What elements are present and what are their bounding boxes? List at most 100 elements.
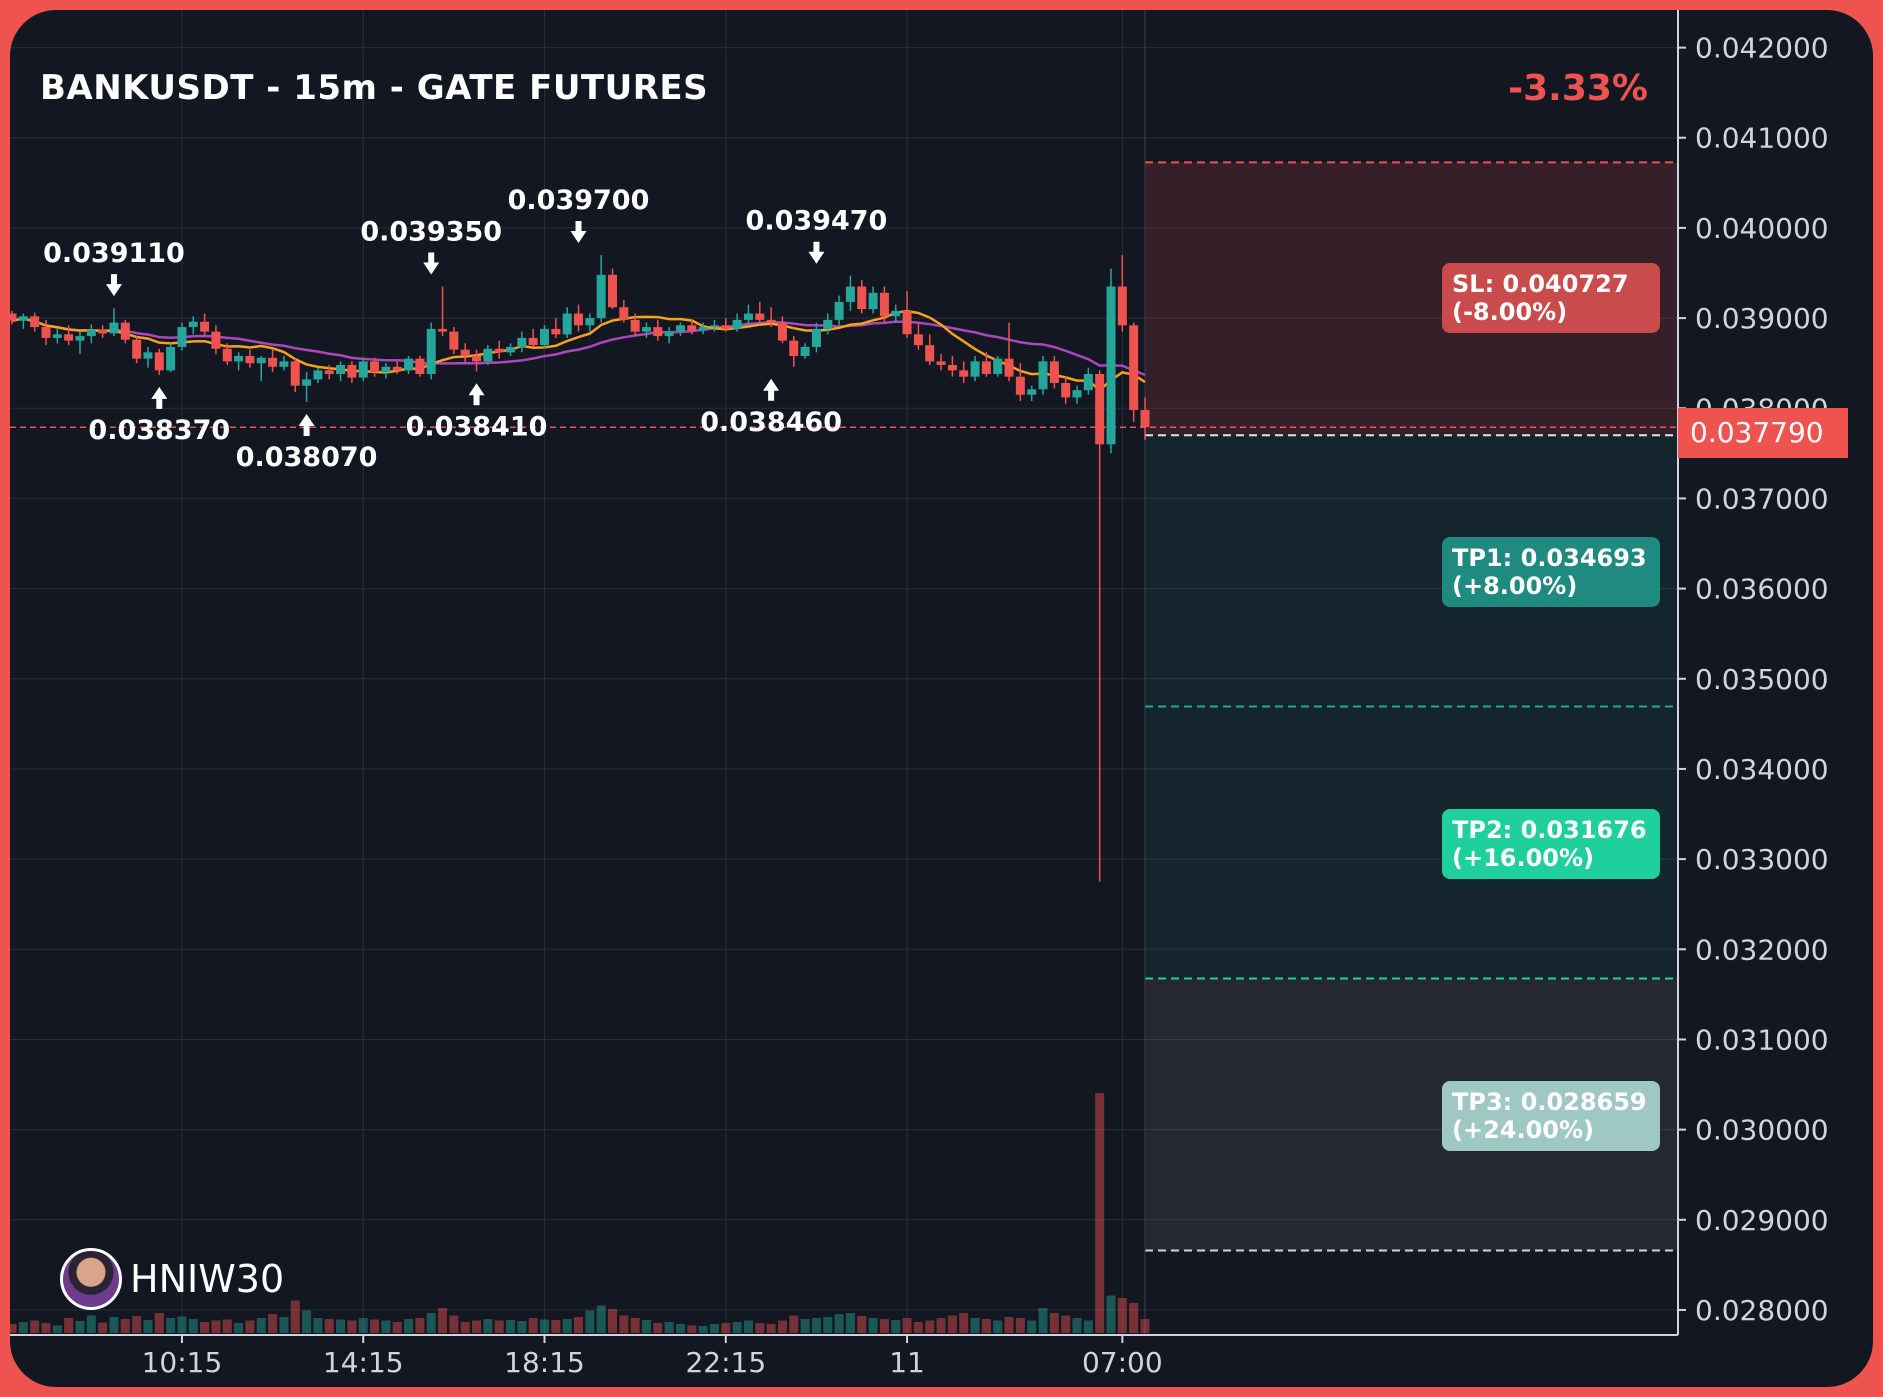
candle-body bbox=[1072, 390, 1082, 398]
volume-bar bbox=[755, 1323, 765, 1333]
candle-body bbox=[211, 331, 221, 349]
volume-bar bbox=[1140, 1319, 1150, 1333]
candle-body bbox=[517, 337, 527, 347]
candle-body bbox=[664, 331, 674, 337]
tp1-label: TP1: 0.034693 (+8.00%) bbox=[1442, 537, 1660, 607]
volume-bar bbox=[494, 1320, 504, 1333]
volume-bar bbox=[902, 1318, 912, 1333]
candle-body bbox=[868, 292, 878, 310]
candle-body bbox=[925, 345, 935, 362]
y-tick-label: 0.031000 bbox=[1695, 1023, 1829, 1056]
arrow-up-icon bbox=[151, 386, 168, 409]
candle-body bbox=[755, 313, 765, 320]
candle-body bbox=[75, 336, 85, 341]
candle-body bbox=[959, 370, 969, 377]
y-tick-label: 0.037000 bbox=[1695, 482, 1829, 515]
candle-body bbox=[10, 313, 17, 321]
volume-bar bbox=[619, 1315, 629, 1333]
candle-body bbox=[766, 319, 776, 323]
swing-high-label: 0.039110 bbox=[43, 238, 185, 269]
candle-body bbox=[324, 370, 334, 374]
candle-body bbox=[30, 316, 40, 328]
tp2-percent: (+16.00%) bbox=[1452, 844, 1595, 872]
volume-bar bbox=[1049, 1313, 1059, 1333]
candle-body bbox=[438, 328, 448, 332]
candle-body bbox=[347, 364, 357, 378]
volume-bar bbox=[358, 1318, 368, 1333]
arrow-down-icon bbox=[423, 252, 440, 275]
sl-percent: (-8.00%) bbox=[1452, 298, 1568, 326]
candle-body bbox=[743, 313, 753, 320]
volume-bar bbox=[981, 1319, 991, 1333]
volume-bar bbox=[732, 1322, 742, 1333]
volume-bar bbox=[98, 1322, 108, 1333]
volume-bar bbox=[64, 1318, 74, 1333]
arrow-up-icon bbox=[298, 413, 315, 436]
y-tick-label: 0.034000 bbox=[1695, 753, 1829, 786]
volume-bar bbox=[166, 1318, 176, 1333]
volume-bar bbox=[675, 1324, 685, 1333]
candle-body bbox=[993, 358, 1003, 374]
candle-body bbox=[823, 319, 833, 329]
tp3-label: TP3: 0.028659 (+24.00%) bbox=[1442, 1081, 1660, 1151]
tp3-price: TP3: 0.028659 bbox=[1452, 1088, 1647, 1116]
candle-body bbox=[143, 352, 153, 359]
candle-body bbox=[800, 346, 810, 356]
candle-body bbox=[109, 322, 119, 334]
candle-body bbox=[947, 364, 957, 371]
arrow-up-icon bbox=[468, 383, 485, 406]
volume-bar bbox=[302, 1310, 312, 1333]
candle-body bbox=[177, 327, 187, 347]
candle-body bbox=[721, 325, 731, 329]
volume-bar bbox=[52, 1325, 62, 1333]
candle-body bbox=[789, 340, 799, 356]
volume-bar bbox=[879, 1319, 889, 1333]
candle-body bbox=[64, 334, 74, 341]
volume-bar bbox=[698, 1326, 708, 1333]
volume-bar bbox=[540, 1319, 550, 1333]
candle-body bbox=[188, 321, 198, 328]
y-tick-label: 0.029000 bbox=[1695, 1204, 1829, 1237]
candle-body bbox=[857, 286, 867, 310]
candle-body bbox=[540, 328, 550, 346]
candle-body bbox=[290, 361, 300, 386]
volume-bar bbox=[664, 1322, 674, 1333]
candle-body bbox=[1106, 286, 1116, 445]
volume-bar bbox=[551, 1320, 561, 1333]
volume-bar bbox=[415, 1318, 425, 1333]
volume-bar bbox=[86, 1315, 96, 1333]
volume-bar bbox=[811, 1318, 821, 1333]
volume-bar bbox=[1038, 1308, 1048, 1333]
volume-bar bbox=[347, 1320, 357, 1333]
volume-bar bbox=[857, 1316, 867, 1333]
volume-bar bbox=[709, 1324, 719, 1333]
volume-bar bbox=[993, 1320, 1003, 1333]
candle-body bbox=[619, 307, 629, 320]
volume-bar bbox=[1117, 1298, 1127, 1333]
arrow-down-icon bbox=[105, 274, 122, 297]
candle-body bbox=[936, 361, 946, 365]
candle-body bbox=[1083, 373, 1093, 391]
candle-body bbox=[891, 310, 901, 317]
volume-bar bbox=[336, 1319, 346, 1333]
candle-body bbox=[245, 355, 255, 364]
candle-body bbox=[811, 328, 821, 347]
volume-bar bbox=[438, 1308, 448, 1333]
volume-bar bbox=[868, 1318, 878, 1333]
candle-body bbox=[1140, 410, 1150, 428]
candle-body bbox=[268, 357, 278, 367]
candle-body bbox=[1049, 361, 1059, 384]
volume-bar bbox=[483, 1319, 493, 1333]
volume-bar bbox=[449, 1315, 459, 1333]
candle-body bbox=[687, 325, 697, 331]
candle-body bbox=[834, 301, 844, 320]
candle-body bbox=[1061, 383, 1071, 398]
candle-body bbox=[551, 328, 561, 335]
volume-bar bbox=[947, 1315, 957, 1333]
watermark-name: HNIW30 bbox=[130, 1257, 285, 1301]
volume-bar bbox=[687, 1325, 697, 1333]
volume-bar bbox=[256, 1318, 266, 1333]
volume-bar bbox=[188, 1319, 198, 1333]
candle-body bbox=[460, 349, 470, 356]
